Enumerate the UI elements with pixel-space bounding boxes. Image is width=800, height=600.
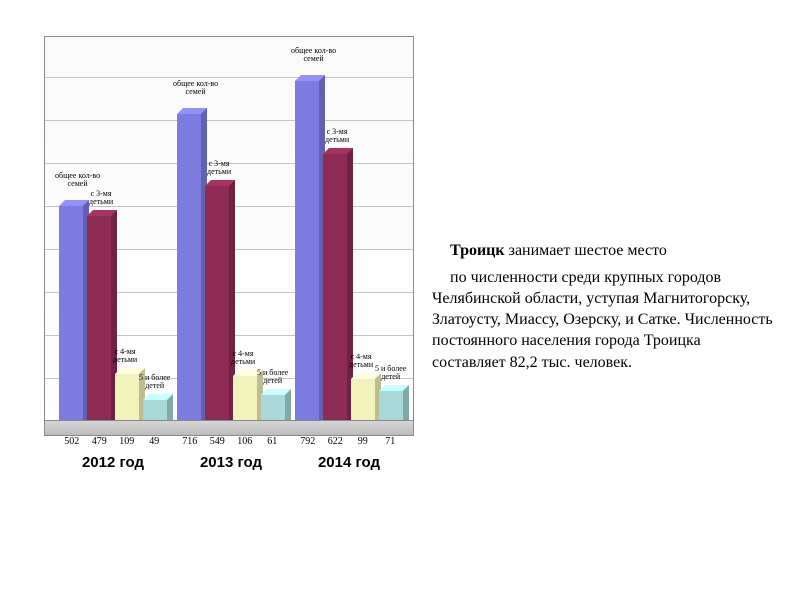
paragraph-2: по численности среди крупных городов Чел… [432,267,778,373]
bar-3children: с 3-мядетьми [205,186,229,421]
xv: 716 [176,436,204,447]
bar-3children: с 3-мядетьми [87,216,111,421]
bar-total: общее кол-восемей [177,114,201,421]
xv-2014: 792 622 99 71 [294,436,404,447]
bar-4children: с 4-мядетьми [115,374,139,421]
callout-4: с 4-мядетьми [113,348,137,365]
bar-3children: с 3-мядетьми [323,154,347,421]
bar-4children: с 4-мядетьми [351,379,375,421]
xv-2013: 716 549 106 61 [176,436,286,447]
bar-5children: 5 и болеедетей [261,395,285,421]
bar-total: общее кол-восемей [295,81,319,421]
bar-4children: с 4-мядетьми [233,376,257,421]
callout-total: общее кол-восемей [291,47,336,64]
callout-total: общее кол-восемей [173,80,218,97]
xv: 622 [322,436,350,447]
slide: общее кол-восемей с 3-мядетьми с 4-мядет [0,0,800,600]
callout-5: 5 и болеедетей [139,374,170,391]
xv: 109 [113,436,141,447]
xv: 99 [349,436,377,447]
xv: 792 [294,436,322,447]
xv: 479 [86,436,114,447]
callout-3: с 3-мядетьми [325,128,349,145]
xv-2012: 502 479 109 49 [58,436,168,447]
callout-3: с 3-мядетьми [89,190,113,207]
x-value-row: 502 479 109 49 716 549 106 61 792 622 99… [44,436,414,456]
bar-5children: 5 и болеедетей [143,400,167,421]
bar-5children: 5 и болеедетей [379,391,403,421]
callout-5: 5 и болеедетей [375,365,406,382]
xv: 61 [259,436,287,447]
callout-4: с 4-мядетьми [231,350,255,367]
xv: 49 [141,436,169,447]
bar-chart: общее кол-восемей с 3-мядетьми с 4-мядет [44,36,414,436]
xv: 549 [204,436,232,447]
xv: 71 [377,436,405,447]
description-text: Троицк занимает шестое место по численно… [432,240,778,379]
city-name: Троицк [450,242,505,259]
xlabel-2014: 2014 год [294,454,404,471]
callout-3: с 3-мядетьми [207,160,231,177]
callout-total: общее кол-восемей [55,172,100,189]
callout-5: 5 и болеедетей [257,369,288,386]
xv: 502 [58,436,86,447]
callout-4: с 4-мядетьми [349,353,373,370]
chart-floor [45,420,413,435]
xlabel-2013: 2013 год [176,454,286,471]
xlabel-2012: 2012 год [58,454,168,471]
p1-rest: занимает шестое место [505,242,667,259]
xv: 106 [231,436,259,447]
bar-total: общее кол-восемей [59,206,83,421]
